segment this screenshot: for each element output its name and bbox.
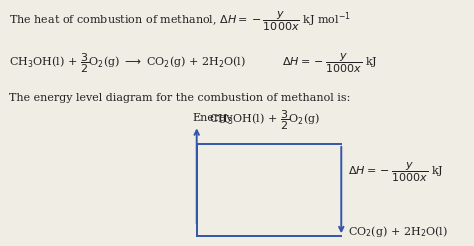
Text: CH$_3$OH(l) $+\ \dfrac{3}{2}$O$_2$(g): CH$_3$OH(l) $+\ \dfrac{3}{2}$O$_2$(g)	[209, 108, 319, 132]
Text: $\Delta H = -\dfrac{y}{1000x}$ kJ: $\Delta H = -\dfrac{y}{1000x}$ kJ	[348, 160, 444, 184]
Text: CO$_2$(g) $+$ 2H$_2$O(l): CO$_2$(g) $+$ 2H$_2$O(l)	[348, 224, 448, 239]
Text: $\Delta H = -\dfrac{y}{1000x}$ kJ: $\Delta H = -\dfrac{y}{1000x}$ kJ	[282, 52, 378, 75]
Text: CH$_3$OH(l) $+\ \dfrac{3}{2}$O$_2$(g) $\longrightarrow$ CO$_2$(g) $+$ 2H$_2$O(l): CH$_3$OH(l) $+\ \dfrac{3}{2}$O$_2$(g) $\…	[9, 52, 246, 75]
Text: The energy level diagram for the combustion of methanol is:: The energy level diagram for the combust…	[9, 93, 351, 104]
Text: The heat of combustion of methanol, $\Delta H = -\dfrac{y}{1000x}$ kJ mol$^{-1}$: The heat of combustion of methanol, $\De…	[9, 10, 352, 33]
Text: Energy: Energy	[192, 113, 232, 123]
